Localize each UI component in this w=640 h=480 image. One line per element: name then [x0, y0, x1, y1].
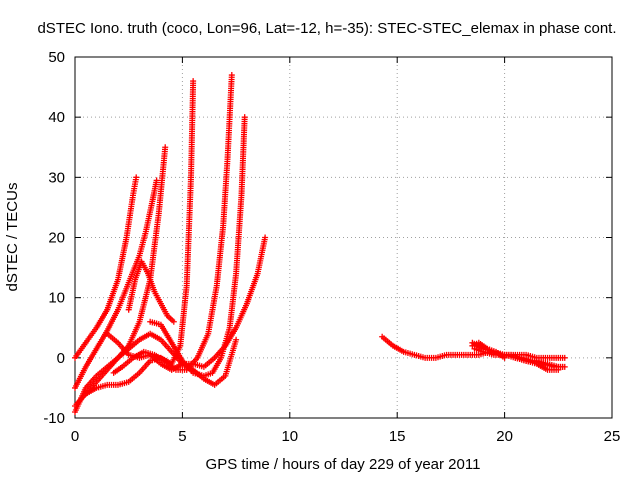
data-point: [190, 78, 197, 85]
data-point: [262, 234, 269, 241]
x-axis-label: GPS time / hours of day 229 of year 2011: [206, 456, 481, 473]
y-tick-label: 40: [48, 109, 65, 126]
data-point: [241, 114, 248, 121]
data-point: [555, 366, 562, 373]
y-tick-label: 10: [48, 290, 65, 307]
y-axis-label: dSTEC / TECUs: [4, 183, 21, 292]
y-tick-label: 0: [57, 350, 65, 367]
data-point: [153, 177, 160, 184]
data-points: [72, 72, 568, 415]
data-point: [228, 72, 235, 79]
data-point: [233, 336, 240, 343]
y-tick-label: 50: [48, 49, 65, 66]
data-point: [501, 354, 508, 361]
data-point: [561, 363, 568, 370]
x-tick-label: 15: [389, 428, 406, 445]
y-tick-label: 30: [48, 169, 65, 186]
data-point: [170, 318, 177, 325]
data-point: [561, 354, 568, 361]
x-tick-label: 5: [178, 428, 186, 445]
x-tick-label: 0: [71, 428, 79, 445]
x-tick-label: 25: [604, 428, 621, 445]
x-tick-label: 20: [496, 428, 513, 445]
chart-title: dSTEC Iono. truth (coco, Lon=96, Lat=-12…: [37, 20, 616, 37]
data-point: [162, 144, 169, 151]
axis-ticks: 0 5 10 15 20 25 -10 0 10 20 30 40 50: [43, 49, 620, 445]
grid-lines: [75, 57, 612, 418]
x-tick-label: 10: [281, 428, 298, 445]
y-tick-label: 20: [48, 230, 65, 247]
data-point: [133, 174, 140, 181]
y-tick-label: -10: [43, 410, 65, 427]
